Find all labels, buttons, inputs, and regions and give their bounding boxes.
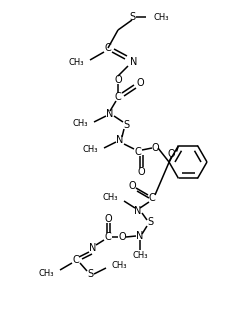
Text: N: N — [136, 231, 144, 241]
Text: CH₃: CH₃ — [73, 118, 88, 127]
Text: CH₃: CH₃ — [82, 145, 98, 154]
Text: CH₃: CH₃ — [112, 261, 127, 270]
Text: S: S — [147, 217, 153, 227]
Text: N: N — [116, 135, 124, 145]
Text: O: O — [168, 149, 175, 159]
Text: O: O — [118, 232, 126, 242]
Text: CH₃: CH₃ — [39, 268, 54, 277]
Text: CH₃: CH₃ — [153, 13, 168, 22]
Text: O: O — [136, 78, 144, 88]
Text: C: C — [105, 232, 111, 242]
Text: C: C — [73, 255, 79, 265]
Text: N: N — [89, 243, 97, 253]
Text: S: S — [87, 269, 93, 279]
Text: N: N — [134, 206, 142, 216]
Text: O: O — [104, 214, 112, 224]
Text: N: N — [106, 109, 114, 119]
Text: S: S — [129, 12, 135, 22]
Text: O: O — [114, 75, 122, 85]
Text: O: O — [151, 143, 159, 153]
Text: C: C — [115, 92, 121, 102]
Text: O: O — [128, 181, 136, 191]
Text: C: C — [105, 43, 111, 53]
Text: C: C — [135, 147, 141, 157]
Text: N: N — [130, 57, 137, 67]
Text: S: S — [123, 120, 129, 130]
Text: O: O — [137, 167, 145, 177]
Text: CH₃: CH₃ — [132, 251, 148, 260]
Text: CH₃: CH₃ — [68, 58, 84, 67]
Text: C: C — [149, 193, 155, 203]
Text: CH₃: CH₃ — [102, 194, 118, 203]
